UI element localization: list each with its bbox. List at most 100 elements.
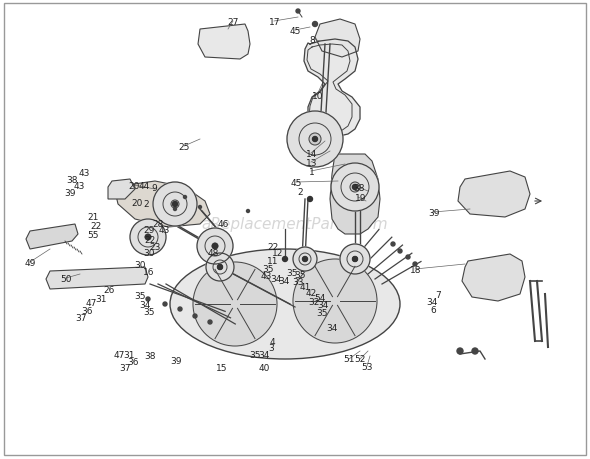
Polygon shape: [315, 20, 360, 58]
Text: 42: 42: [306, 288, 317, 297]
Circle shape: [145, 235, 151, 241]
Circle shape: [350, 183, 360, 193]
Text: 46: 46: [217, 219, 229, 229]
Text: 39: 39: [64, 188, 76, 197]
Text: 54: 54: [314, 293, 326, 302]
Text: 41: 41: [300, 282, 312, 291]
Circle shape: [146, 297, 150, 302]
Text: 20: 20: [129, 181, 140, 190]
Polygon shape: [198, 25, 250, 60]
Circle shape: [208, 320, 212, 325]
Ellipse shape: [170, 249, 400, 359]
Text: 43: 43: [158, 226, 170, 235]
Text: 9: 9: [152, 184, 158, 193]
Text: 25: 25: [178, 142, 190, 151]
Text: 11: 11: [267, 256, 278, 265]
Circle shape: [293, 259, 377, 343]
Circle shape: [173, 208, 176, 211]
Text: 20: 20: [131, 198, 143, 207]
Circle shape: [353, 185, 357, 190]
Circle shape: [391, 242, 395, 246]
Text: 17: 17: [268, 17, 280, 27]
Polygon shape: [462, 254, 525, 302]
Circle shape: [293, 247, 317, 271]
Circle shape: [303, 257, 307, 262]
Text: 45: 45: [289, 27, 301, 36]
Text: 31: 31: [96, 295, 107, 304]
Text: 48: 48: [208, 249, 219, 258]
Text: 22: 22: [145, 235, 156, 244]
Circle shape: [212, 243, 218, 249]
Text: 39: 39: [428, 209, 440, 218]
Circle shape: [307, 197, 313, 202]
Circle shape: [218, 265, 222, 270]
Circle shape: [206, 253, 234, 281]
Circle shape: [193, 314, 197, 318]
Circle shape: [193, 263, 277, 346]
Circle shape: [197, 229, 233, 264]
Text: 18: 18: [410, 265, 422, 274]
Text: 35: 35: [263, 264, 274, 273]
Text: 35: 35: [249, 350, 261, 359]
Text: 34: 34: [258, 350, 270, 359]
Circle shape: [283, 257, 287, 262]
Text: 2: 2: [297, 187, 303, 196]
Text: 34: 34: [139, 301, 150, 310]
Polygon shape: [330, 155, 380, 235]
Text: 8: 8: [310, 36, 316, 45]
Text: 47: 47: [86, 298, 97, 308]
Text: 33: 33: [292, 278, 304, 287]
Text: 27: 27: [227, 17, 239, 27]
Text: 10: 10: [312, 92, 323, 101]
Circle shape: [153, 183, 197, 226]
Circle shape: [183, 196, 186, 199]
Text: 29: 29: [143, 226, 155, 235]
Text: 43: 43: [74, 181, 86, 190]
Text: 32: 32: [308, 297, 320, 307]
Text: 16: 16: [143, 267, 155, 276]
Polygon shape: [458, 172, 530, 218]
Text: 14: 14: [306, 149, 317, 158]
Text: 51: 51: [343, 354, 355, 364]
Circle shape: [130, 219, 166, 256]
Text: 35: 35: [294, 270, 306, 279]
Text: 53: 53: [361, 362, 373, 371]
Text: 15: 15: [215, 364, 227, 373]
Text: 26: 26: [103, 285, 115, 295]
Text: 36: 36: [81, 307, 93, 316]
Text: 30: 30: [143, 249, 155, 258]
Text: 19: 19: [355, 194, 367, 203]
Text: 35: 35: [143, 308, 155, 317]
Text: 52: 52: [354, 354, 366, 364]
Text: 1: 1: [309, 168, 314, 177]
Circle shape: [178, 308, 182, 311]
Text: 21: 21: [87, 212, 99, 221]
Text: 7: 7: [435, 290, 441, 299]
Circle shape: [352, 185, 358, 190]
Circle shape: [340, 245, 370, 274]
Text: 43: 43: [261, 272, 273, 281]
Circle shape: [213, 245, 217, 248]
Text: 13: 13: [306, 158, 317, 168]
Circle shape: [172, 202, 178, 207]
Circle shape: [352, 257, 358, 262]
Circle shape: [457, 348, 463, 354]
Text: 4: 4: [270, 337, 276, 347]
Text: 35: 35: [135, 291, 146, 301]
Circle shape: [218, 265, 222, 269]
Circle shape: [309, 134, 321, 146]
Polygon shape: [108, 179, 135, 200]
Text: 39: 39: [170, 356, 182, 365]
Circle shape: [406, 256, 410, 259]
Circle shape: [296, 10, 300, 14]
Circle shape: [303, 257, 307, 262]
Text: 40: 40: [258, 364, 270, 373]
Circle shape: [163, 302, 167, 306]
Text: 47: 47: [113, 350, 125, 359]
Text: 28: 28: [152, 219, 164, 229]
Text: 37: 37: [76, 313, 87, 322]
Polygon shape: [26, 224, 78, 249]
Circle shape: [313, 22, 317, 28]
Text: 34: 34: [426, 297, 438, 307]
Text: 34: 34: [317, 301, 329, 310]
